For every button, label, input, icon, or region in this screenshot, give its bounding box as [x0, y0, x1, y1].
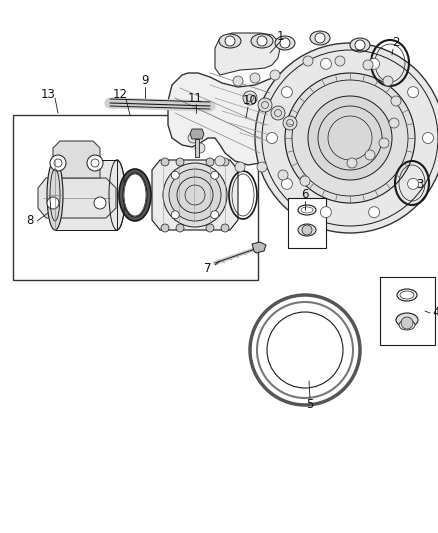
Circle shape [266, 133, 278, 143]
Bar [380, 277, 435, 345]
Circle shape [215, 156, 225, 166]
Polygon shape [55, 160, 117, 230]
Circle shape [50, 155, 66, 171]
Bar [288, 198, 326, 248]
Circle shape [233, 76, 243, 86]
Circle shape [369, 58, 380, 69]
Circle shape [408, 179, 419, 189]
Polygon shape [252, 242, 266, 253]
Circle shape [363, 60, 373, 70]
Circle shape [423, 133, 434, 143]
Circle shape [87, 155, 103, 171]
Circle shape [171, 171, 179, 179]
Circle shape [176, 158, 184, 166]
Polygon shape [152, 160, 238, 230]
Circle shape [206, 224, 214, 232]
Ellipse shape [298, 224, 316, 236]
Polygon shape [190, 129, 204, 139]
Circle shape [176, 224, 184, 232]
Text: 2: 2 [392, 36, 400, 50]
Circle shape [401, 317, 413, 329]
Circle shape [369, 207, 380, 217]
Circle shape [365, 150, 375, 160]
Ellipse shape [47, 160, 63, 230]
Text: 10: 10 [243, 94, 258, 108]
Text: 5: 5 [306, 399, 314, 411]
Circle shape [257, 36, 267, 46]
Ellipse shape [310, 31, 330, 45]
Circle shape [161, 158, 169, 166]
Circle shape [320, 58, 332, 69]
Circle shape [161, 224, 169, 232]
Text: 4: 4 [432, 306, 438, 319]
Text: 13: 13 [41, 88, 56, 101]
Circle shape [270, 70, 280, 80]
Ellipse shape [251, 34, 273, 48]
Circle shape [225, 36, 235, 46]
Ellipse shape [119, 169, 151, 221]
Text: 6: 6 [301, 189, 309, 201]
Text: 11: 11 [187, 92, 202, 104]
Text: 7: 7 [204, 262, 212, 274]
Circle shape [235, 162, 245, 172]
Circle shape [188, 133, 198, 143]
Circle shape [250, 73, 260, 83]
Polygon shape [38, 178, 116, 218]
Circle shape [281, 179, 293, 189]
Circle shape [379, 138, 389, 148]
Circle shape [243, 91, 257, 105]
Circle shape [211, 211, 219, 219]
Ellipse shape [123, 173, 147, 217]
Circle shape [383, 76, 393, 86]
Circle shape [308, 96, 392, 180]
Text: 1: 1 [276, 29, 284, 43]
Circle shape [315, 33, 325, 43]
Circle shape [163, 163, 227, 227]
Circle shape [320, 207, 332, 217]
Text: 12: 12 [113, 88, 127, 101]
Polygon shape [215, 33, 280, 75]
Circle shape [206, 158, 214, 166]
Circle shape [408, 87, 419, 98]
Bar [13, 115, 258, 280]
Text: 8: 8 [26, 214, 34, 228]
Ellipse shape [275, 36, 295, 50]
Circle shape [300, 176, 310, 186]
Ellipse shape [109, 160, 125, 230]
Polygon shape [195, 139, 199, 157]
Circle shape [195, 143, 205, 153]
Circle shape [302, 225, 312, 235]
Circle shape [221, 224, 229, 232]
Circle shape [211, 171, 219, 179]
Ellipse shape [396, 313, 418, 327]
Circle shape [283, 116, 297, 130]
Ellipse shape [219, 34, 241, 48]
Circle shape [281, 87, 293, 98]
Circle shape [347, 158, 357, 168]
Circle shape [169, 169, 221, 221]
Circle shape [389, 118, 399, 128]
Circle shape [255, 43, 438, 233]
Ellipse shape [350, 38, 370, 52]
Text: 3: 3 [416, 179, 424, 191]
Circle shape [285, 73, 415, 203]
Circle shape [171, 211, 179, 219]
Circle shape [280, 38, 290, 48]
Circle shape [335, 56, 345, 66]
Circle shape [258, 98, 272, 112]
Circle shape [303, 56, 313, 66]
Circle shape [278, 170, 288, 180]
Circle shape [271, 106, 285, 120]
Text: 9: 9 [141, 75, 149, 87]
Circle shape [221, 158, 229, 166]
Circle shape [94, 197, 106, 209]
Polygon shape [168, 57, 398, 185]
Circle shape [355, 40, 365, 50]
Circle shape [47, 197, 59, 209]
Ellipse shape [399, 320, 415, 330]
Circle shape [391, 96, 401, 106]
Polygon shape [53, 141, 100, 178]
Circle shape [257, 162, 267, 172]
